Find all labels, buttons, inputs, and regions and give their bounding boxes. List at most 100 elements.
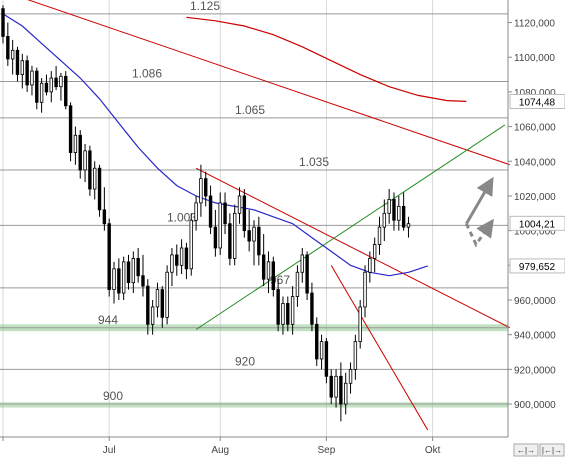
level-label: 1.065	[235, 103, 265, 117]
candle-body	[35, 70, 39, 103]
candle-body	[170, 254, 174, 273]
y-tick-label: 1040,000	[514, 157, 556, 168]
candle-body	[68, 105, 73, 154]
axis-layer: 900,0000920,0000940,0000960,0000980,0000…	[0, 0, 565, 456]
current-value-label: 1074,48	[519, 97, 556, 108]
candle-body	[382, 212, 387, 228]
trendline	[27, 0, 510, 166]
scroll-control-label[interactable]: |←|→	[542, 446, 562, 455]
candle-body	[334, 375, 338, 398]
candle-body	[339, 375, 343, 405]
candle-body	[204, 178, 208, 197]
level-label: 1.035	[299, 155, 329, 169]
candle-body	[189, 219, 193, 270]
candle-body	[237, 195, 242, 214]
candle-body	[223, 202, 227, 225]
candle-body	[319, 341, 324, 360]
candle-body	[44, 82, 49, 93]
current-value-label: 979,652	[519, 262, 556, 273]
forecast-arrow-dashed	[465, 218, 494, 248]
candle-body	[329, 375, 333, 398]
candle-body	[397, 205, 401, 221]
y-tick-label: 960,0000	[514, 296, 556, 307]
x-tick-label: Jul	[103, 445, 116, 456]
candle-body	[20, 60, 25, 75]
candle-body	[348, 368, 353, 384]
footer-controls[interactable]: ←|→ |←|→	[513, 443, 565, 457]
y-tick-label: 1060,000	[514, 123, 556, 134]
forecast-arrow-layer	[465, 176, 494, 248]
current-value-box	[509, 93, 565, 109]
y-tick-label: 1100,000	[514, 53, 555, 64]
level-label: 967	[270, 273, 290, 287]
candle-body	[131, 257, 136, 284]
candle-body	[141, 275, 145, 287]
moving-average-line	[186, 16, 467, 102]
candle-body	[184, 247, 189, 270]
candle-body	[242, 195, 247, 232]
candle-body	[78, 134, 82, 171]
candle-body	[363, 271, 367, 308]
y-tick-label: 920,0000	[514, 365, 556, 376]
candle-body	[126, 261, 131, 284]
x-tick-label: Okt	[425, 445, 441, 456]
candle-body	[228, 223, 232, 259]
candle-body	[1, 8, 5, 37]
candle-body	[54, 77, 58, 88]
trendline	[195, 124, 506, 330]
candle-body	[150, 306, 155, 325]
scroll-control-button[interactable]	[539, 443, 565, 457]
candle-body	[305, 254, 309, 294]
candle-body	[372, 244, 377, 259]
y-tick-label: 1000,000	[514, 227, 556, 238]
candle-body	[324, 341, 329, 377]
candle-body	[112, 268, 116, 290]
current-value-label: 1004,21	[519, 219, 556, 230]
candle-body	[218, 202, 222, 249]
candle-body	[387, 199, 391, 214]
candle-body	[83, 150, 87, 171]
candle-body	[179, 247, 184, 266]
moving-average-layer	[2, 13, 467, 277]
candle-body	[88, 150, 92, 190]
forecast-arrow-up	[465, 176, 494, 225]
current-value-box	[509, 258, 565, 274]
candle-body	[155, 289, 160, 308]
candle-body	[257, 226, 261, 256]
candle-body	[93, 167, 97, 190]
candle-body	[281, 303, 285, 325]
level-label: 1.125	[190, 0, 220, 13]
candle-body	[276, 289, 280, 325]
y-tick-label: 1020,000	[514, 192, 556, 203]
candle-body	[64, 75, 68, 107]
candle-body	[199, 178, 203, 204]
candle-body	[25, 60, 29, 86]
candle-body	[271, 261, 276, 290]
candle-body	[15, 49, 20, 75]
candle-body	[39, 82, 44, 103]
candle-body	[6, 36, 10, 60]
x-tick-label: Sep	[318, 445, 336, 456]
candle-body	[73, 134, 78, 154]
level-label: 920	[235, 354, 255, 368]
candle-body	[208, 195, 213, 228]
candle-body	[136, 257, 140, 277]
candle-body	[286, 303, 290, 325]
scroll-control-label[interactable]: ←|→	[517, 446, 535, 455]
candle-body	[30, 70, 34, 86]
scroll-control-button[interactable]	[513, 443, 539, 457]
candle-body	[247, 230, 251, 242]
candle-body	[252, 226, 256, 242]
candle-body	[213, 226, 218, 249]
candle-body	[353, 341, 358, 370]
level-label: 900	[103, 389, 123, 403]
candle-body	[401, 205, 406, 228]
y-tick-label: 1080,000	[514, 88, 556, 99]
candle-body	[358, 306, 362, 343]
candle-body	[10, 49, 15, 60]
candle-body	[107, 223, 111, 290]
current-value-box	[509, 215, 565, 231]
candle-body	[310, 292, 314, 325]
